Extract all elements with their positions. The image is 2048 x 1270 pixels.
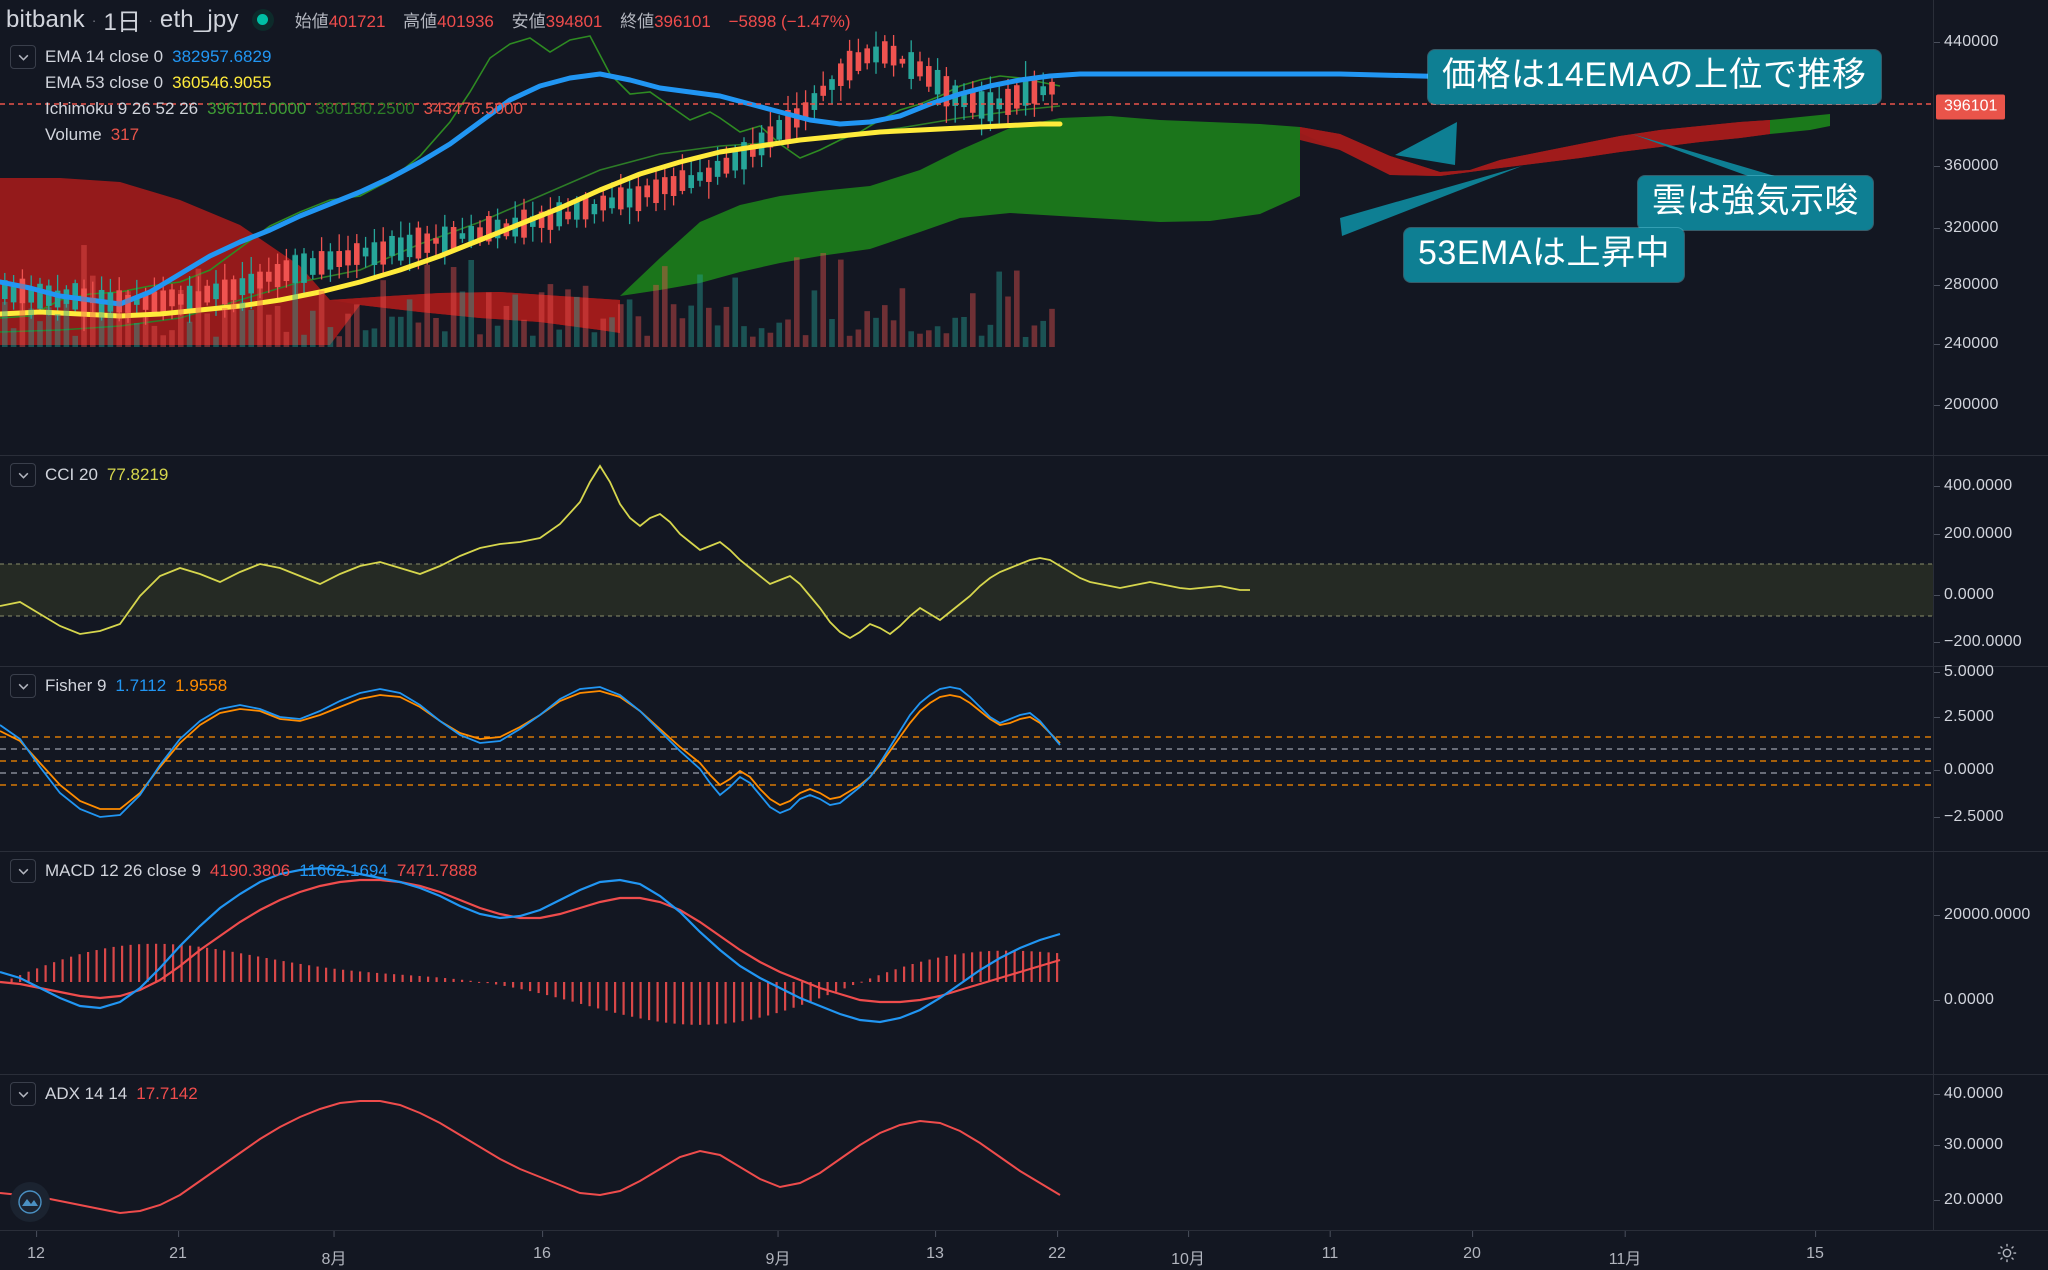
time-tick: 15: [1806, 1231, 1824, 1262]
title-separator: ·: [148, 11, 153, 28]
gear-icon: [1997, 1243, 2017, 1263]
ohlc-readout: 始値401721 高値401936 安値394801 終値396101 −589…: [295, 7, 851, 32]
ohlc-open-value: 401721: [328, 12, 386, 31]
fisher-tick: 0.0000: [1933, 761, 1995, 778]
price-tick: 240000: [1934, 335, 1999, 352]
title-separator: ·: [91, 11, 97, 28]
chart-logo-button[interactable]: [10, 1182, 50, 1222]
time-tick: 10月: [1171, 1231, 1205, 1269]
fisher-trigger-line: [0, 690, 1061, 810]
macd-tick: 20000.0000: [1934, 906, 2031, 923]
time-tick: 11: [1321, 1231, 1339, 1262]
price-tick: 440000: [1934, 33, 1999, 50]
ohlc-high-label: 高値: [403, 12, 438, 31]
time-axis[interactable]: 12 21 8月 16 9月 13 22 10月 11 20 11月 15: [0, 1230, 2048, 1270]
fisher-pane-canvas: [0, 667, 1933, 851]
ohlc-high-value: 401936: [437, 12, 494, 31]
callout-leader-lines: [1340, 166, 1522, 236]
cci-pane[interactable]: CCI 20 77.8219: [0, 456, 1933, 666]
time-tick: 12: [27, 1231, 45, 1262]
ohlc-open: 始値401721: [295, 12, 386, 31]
time-tick: 8月: [322, 1231, 346, 1269]
axis-divider: [1933, 666, 2048, 667]
cci-line: [0, 464, 1250, 640]
ohlc-open-label: 始値: [294, 12, 329, 31]
annotation-cloud-bullish[interactable]: 雲は強気示唆: [1638, 176, 1873, 230]
ohlc-close-label: 終値: [620, 12, 655, 31]
ohlc-close-value: 396101: [654, 12, 711, 31]
ohlc-low-label: 安値: [511, 12, 546, 31]
cci-tick: −200.0000: [1934, 633, 2022, 650]
fisher-tick: 5.0000: [1933, 663, 1995, 680]
macd-pane[interactable]: MACD 12 26 close 9 4190.3806 11662.1694 …: [0, 852, 1933, 1074]
cci-tick: 0.0000: [1933, 586, 1995, 603]
pane-divider[interactable]: [0, 666, 2048, 667]
adx-pane[interactable]: ADX 14 14 17.7142: [0, 1075, 1933, 1230]
time-tick: 13: [926, 1231, 944, 1262]
annotation-ema53-rising[interactable]: 53EMAは上昇中: [1404, 228, 1684, 282]
ohlc-close: 終値396101: [620, 12, 711, 31]
cci-tick: 200.0000: [1933, 525, 2013, 542]
adx-tick: 40.0000: [1933, 1085, 2004, 1102]
time-tick: 20: [1463, 1231, 1481, 1262]
time-tick: 16: [533, 1231, 551, 1262]
price-axis[interactable]: 440000 396101 360000 320000 280000 24000…: [1933, 0, 2048, 1230]
exchange-name[interactable]: bitbank: [6, 5, 85, 33]
price-tick: 200000: [1934, 396, 1999, 413]
adx-tick: 30.0000: [1933, 1136, 2004, 1153]
pane-divider[interactable]: [0, 455, 2048, 456]
time-tick: 11月: [1609, 1231, 1641, 1269]
macd-tick: 0.0000: [1933, 991, 1995, 1008]
fisher-line: [0, 686, 1061, 818]
ohlc-change-pct: (−1.47%): [781, 12, 851, 31]
macd-signal-line: [0, 878, 1061, 1004]
chart-title-bar: bitbank · 1日 · eth_jpy 始値401721 高値401936…: [6, 2, 851, 37]
fisher-pane[interactable]: Fisher 9 1.7112 1.9558: [0, 667, 1933, 851]
macd-line: [0, 866, 1061, 1024]
ohlc-change-abs: −5898: [728, 12, 777, 31]
axis-divider: [1933, 455, 2048, 456]
pane-divider[interactable]: [0, 851, 2048, 852]
time-tick: 22: [1048, 1231, 1066, 1262]
ohlc-low: 安値394801: [512, 12, 603, 31]
annotation-price-above-ema14[interactable]: 価格は14EMAの上位で推移: [1428, 50, 1881, 104]
pane-divider[interactable]: [0, 1074, 2048, 1075]
price-tick: 320000: [1934, 219, 1999, 236]
ticker-symbol[interactable]: eth_jpy: [159, 5, 239, 33]
ohlc-high: 高値401936: [403, 12, 494, 31]
price-tick: 360000: [1934, 157, 1999, 174]
market-open-dot-icon[interactable]: [251, 8, 274, 31]
callout-leader-lines: [1395, 122, 1457, 165]
price-tick: 280000: [1934, 276, 1999, 293]
time-tick: 9月: [766, 1231, 790, 1269]
interval-label[interactable]: 1日: [103, 9, 142, 36]
mountain-icon: [18, 1190, 42, 1214]
axis-divider: [1933, 1074, 2048, 1075]
adx-line: [0, 1100, 1061, 1215]
adx-tick: 20.0000: [1933, 1191, 2004, 1208]
adx-pane-canvas: [0, 1075, 1933, 1230]
fisher-tick: 2.5000: [1933, 708, 1995, 725]
cci-tick: 400.0000: [1933, 477, 2013, 494]
settings-gear-button[interactable]: [1996, 1242, 2018, 1264]
cci-pane-canvas: [0, 456, 1933, 666]
axis-divider: [1933, 851, 2048, 852]
volume-overlay: [2, 245, 1055, 347]
fisher-tick: −2.5000: [1934, 808, 2004, 825]
ohlc-low-value: 394801: [545, 12, 603, 31]
current-price-badge: 396101: [1936, 94, 2006, 120]
macd-pane-canvas: [0, 852, 1933, 1074]
time-tick: 21: [169, 1231, 187, 1262]
